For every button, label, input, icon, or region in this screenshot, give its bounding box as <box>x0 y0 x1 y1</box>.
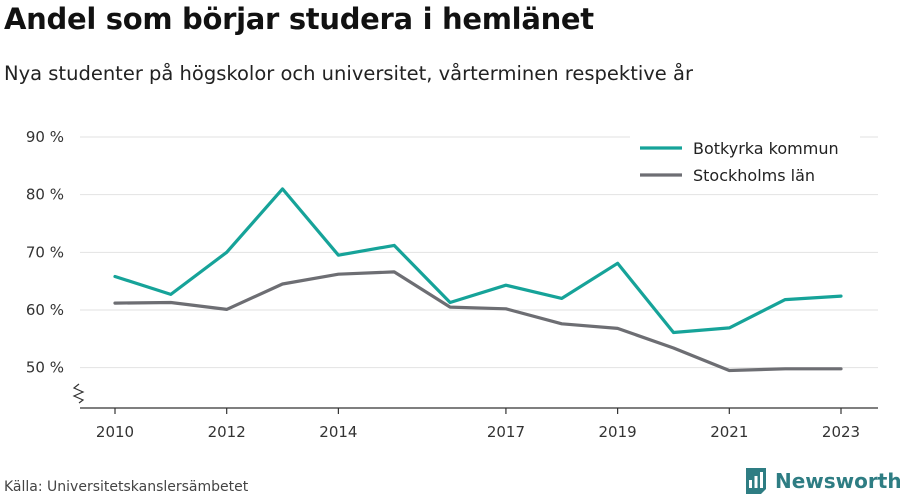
brand-name: Newsworthy <box>775 469 900 493</box>
y-tick-label: 70 % <box>26 243 64 261</box>
legend-background <box>630 128 860 194</box>
x-tick-label: 2023 <box>822 423 860 441</box>
x-tick-label: 2012 <box>208 423 246 441</box>
x-tick-label: 2021 <box>710 423 748 441</box>
x-tick-label: 2014 <box>319 423 357 441</box>
brand-logo: Newsworthy <box>744 466 900 496</box>
x-tick-label: 2017 <box>487 423 525 441</box>
chart-title: Andel som börjar studera i hemlänet <box>4 2 594 36</box>
y-tick-label: 80 % <box>26 186 64 204</box>
line-chart: 50 % 60 % 70 % 80 % 90 % 2010 2012 2014 2017 2019… <box>26 128 878 441</box>
axes: 50 % 60 % 70 % 80 % 90 % 2010 2012 2014 2017 2019… <box>26 128 878 441</box>
series-line-botkyrka-kommun <box>113 187 843 335</box>
series-line-stockholms-län <box>113 270 843 373</box>
legend: Botkyrka kommun Stockholms län <box>630 128 860 194</box>
y-tick-label: 90 % <box>26 128 64 146</box>
newsworthy-icon <box>746 468 766 494</box>
x-tick-label: 2019 <box>599 423 637 441</box>
legend-label: Botkyrka kommun <box>693 139 839 158</box>
gridlines <box>80 136 878 369</box>
source-note: Källa: Universitetskanslersämbetet <box>4 479 249 495</box>
legend-label: Stockholms län <box>693 166 815 185</box>
y-tick-label: 60 % <box>26 301 64 319</box>
x-tick-label: 2010 <box>96 423 134 441</box>
chart-subtitle: Nya studenter på högskolor och universit… <box>4 62 693 85</box>
axis-break-icon <box>72 383 85 404</box>
series-lines <box>113 187 843 373</box>
y-tick-label: 50 % <box>26 359 64 377</box>
